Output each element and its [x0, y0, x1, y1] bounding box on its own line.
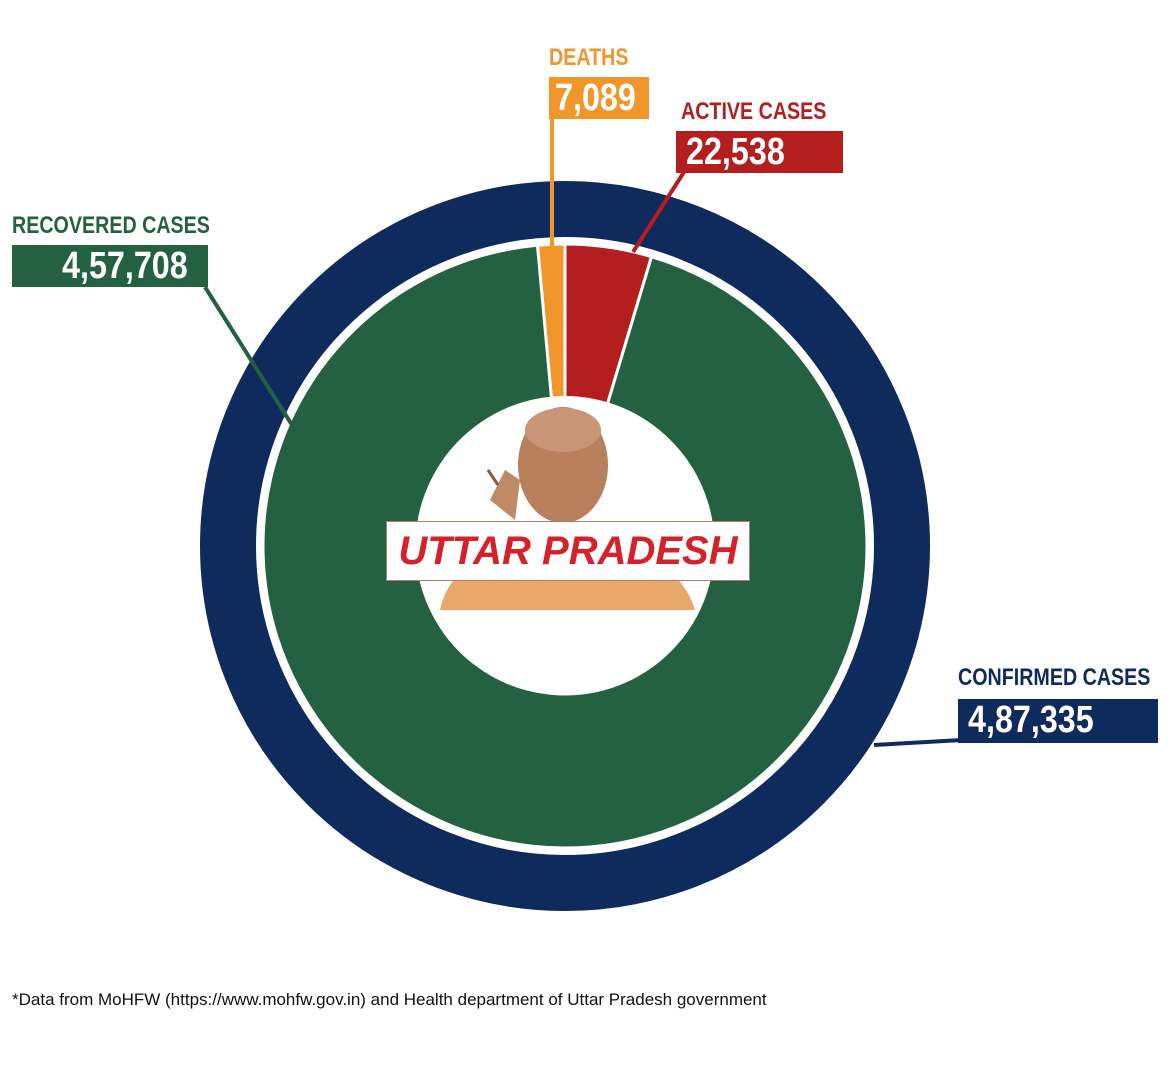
- active-label: ACTIVE CASES: [681, 98, 827, 125]
- deaths-label: DEATHS: [549, 44, 629, 71]
- state-title: UTTAR PRADESH: [386, 521, 750, 581]
- active-value: 22,538: [676, 131, 843, 173]
- deaths-value: 7,089: [549, 77, 649, 119]
- recovered-value: 4,57,708: [12, 245, 208, 287]
- confirmed-label: CONFIRMED CASES: [958, 664, 1151, 691]
- recovered-leader: [203, 285, 294, 427]
- confirmed-leader: [873, 738, 963, 747]
- confirmed-ring: [200, 181, 930, 911]
- recovered-label: RECOVERED CASES: [12, 212, 210, 239]
- recovered-slice: [261, 243, 869, 850]
- active-leader: [631, 170, 686, 254]
- leader-lines: [203, 115, 963, 747]
- confirmed-value: 4,87,335: [958, 699, 1158, 743]
- footnote: *Data from MoHFW (https://www.mohfw.gov.…: [12, 990, 767, 1009]
